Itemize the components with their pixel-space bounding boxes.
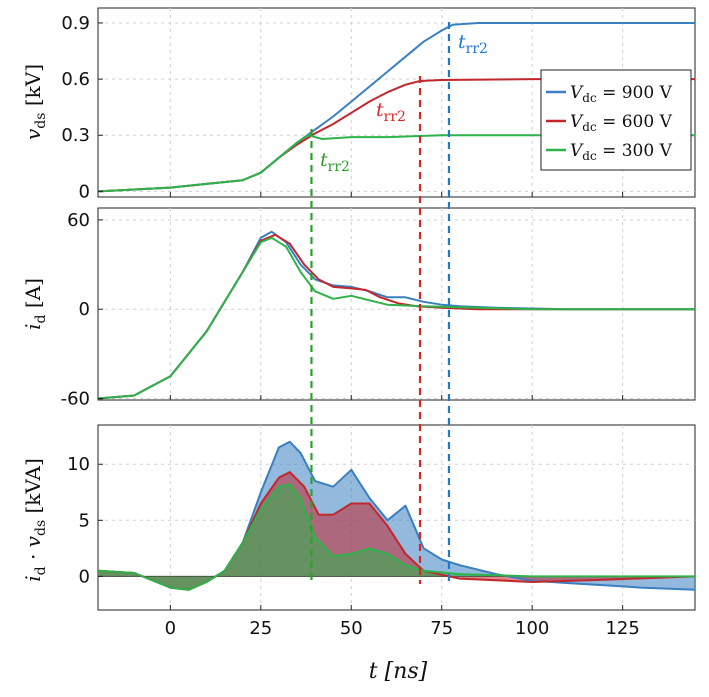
panel-top-frame: [97, 7, 696, 198]
xtick-label-3: 75: [430, 618, 453, 639]
line-middle-series-0: [97, 230, 695, 400]
xtick-label-0: 0: [165, 618, 176, 639]
y-axis-label-middle: id [A]: [21, 278, 49, 330]
xtick-label-5: 125: [605, 618, 639, 639]
line-middle-series-2: [97, 236, 695, 400]
ytick-label-top-2: 0.6: [61, 69, 90, 90]
x-axis-label: t [ns]: [369, 659, 428, 684]
ytick-label-bottom-1: 5: [79, 510, 90, 531]
ytick-label-middle-1: 0: [79, 299, 90, 320]
line-bottom-series-2: [97, 483, 695, 591]
y-axis-label-bottom: id · vds [kVA]: [21, 458, 49, 582]
line-top-series-2: [97, 134, 695, 193]
annotation-trr2-300: trr2: [320, 149, 350, 175]
annotation-trr2-600: trr2: [376, 99, 406, 125]
ytick-label-middle-0: -60: [61, 389, 90, 410]
ytick-label-bottom-0: 0: [79, 566, 90, 587]
ytick-label-top-0: 0: [79, 181, 90, 202]
legend-label-900: Vdc = 900 V: [570, 83, 673, 105]
annotation-trr2-900: trr2: [458, 31, 488, 57]
xtick-label-2: 50: [340, 618, 363, 639]
ytick-label-middle-2: 60: [67, 210, 90, 231]
panel-bottom-frame: [97, 424, 696, 611]
line-middle-series-1: [97, 233, 695, 400]
ytick-label-top-1: 0.3: [61, 125, 90, 146]
xtick-label-1: 25: [249, 618, 272, 639]
legend-label-600: Vdc = 600 V: [570, 112, 673, 134]
area-bottom-series-2: [98, 484, 695, 590]
legend: Vdc = 900 V Vdc = 600 V Vdc = 300 V: [540, 69, 692, 171]
panel-middle-frame: [97, 207, 696, 401]
legend-label-300: Vdc = 300 V: [570, 141, 673, 163]
y-axis-label-top: vds [kV]: [21, 64, 49, 140]
ytick-label-top-3: 0.9: [61, 13, 90, 34]
ytick-label-bottom-2: 10: [67, 454, 90, 475]
xtick-label-4: 100: [515, 618, 549, 639]
